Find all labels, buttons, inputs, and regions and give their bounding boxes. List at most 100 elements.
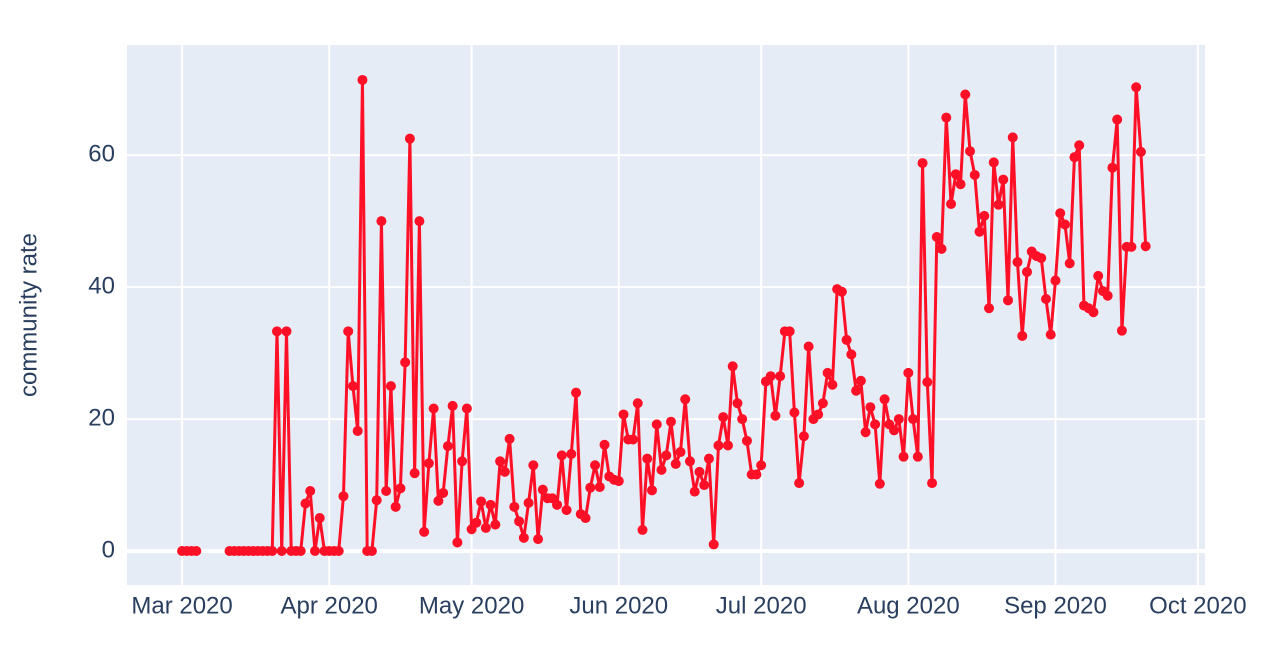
data-point <box>585 482 596 493</box>
data-point <box>447 400 458 411</box>
data-point <box>457 456 468 467</box>
data-point <box>590 460 601 471</box>
data-point <box>756 460 767 471</box>
data-point <box>969 169 980 180</box>
data-point <box>713 440 724 451</box>
data-point <box>423 458 434 469</box>
data-point <box>523 497 534 508</box>
data-point <box>908 414 919 425</box>
data-point <box>1055 208 1066 219</box>
data-point <box>870 419 881 430</box>
x-tick-label: Aug 2020 <box>857 592 960 619</box>
data-point <box>571 387 582 398</box>
data-point <box>680 394 691 405</box>
data-point <box>651 419 662 430</box>
data-point <box>741 435 752 446</box>
data-point <box>333 546 344 557</box>
data-point <box>509 501 520 512</box>
data-point <box>912 451 923 462</box>
data-point <box>267 546 278 557</box>
data-point <box>722 440 733 451</box>
data-point <box>637 524 648 535</box>
data-point <box>775 371 786 382</box>
x-tick-label: Sep 2020 <box>1004 592 1107 619</box>
y-tick-label: 20 <box>88 404 115 431</box>
data-point <box>385 381 396 392</box>
data-point <box>1140 241 1151 252</box>
data-point <box>893 414 904 425</box>
data-point <box>499 466 510 477</box>
data-point <box>490 519 501 530</box>
data-point <box>442 441 453 452</box>
data-point <box>708 539 719 550</box>
data-point <box>528 460 539 471</box>
data-point <box>803 341 814 352</box>
data-point <box>642 453 653 464</box>
data-point <box>1131 82 1142 93</box>
data-point <box>846 349 857 360</box>
data-point <box>438 487 449 498</box>
data-point <box>822 367 833 378</box>
data-point <box>1126 241 1137 252</box>
plot-area <box>127 45 1205 585</box>
data-point <box>813 409 824 420</box>
data-point <box>960 89 971 100</box>
data-point <box>566 449 577 460</box>
data-point <box>1135 146 1146 157</box>
data-point <box>699 480 710 491</box>
data-point <box>537 484 548 495</box>
data-point <box>1064 258 1075 269</box>
data-point <box>376 216 387 227</box>
data-point <box>1069 152 1080 163</box>
data-point <box>1088 307 1099 318</box>
data-point <box>552 499 563 510</box>
data-point <box>789 407 800 418</box>
data-point <box>827 379 838 390</box>
data-point <box>974 226 985 237</box>
data-point <box>390 501 401 512</box>
x-tick-label: Oct 2020 <box>1149 592 1246 619</box>
data-point <box>561 505 572 516</box>
data-point <box>988 157 999 168</box>
data-point <box>727 361 738 372</box>
data-point <box>628 434 639 445</box>
data-point <box>504 433 515 444</box>
x-tick-label: Jun 2020 <box>569 592 668 619</box>
data-point <box>1003 295 1014 306</box>
data-point <box>703 453 714 464</box>
data-point <box>414 216 425 227</box>
data-point <box>618 409 629 420</box>
data-point <box>955 179 966 190</box>
data-point <box>670 458 681 469</box>
data-point <box>381 485 392 496</box>
data-point <box>732 398 743 409</box>
data-point <box>1040 294 1051 305</box>
data-point <box>1116 325 1127 336</box>
data-point <box>371 495 382 506</box>
y-tick-label: 0 <box>102 536 115 563</box>
data-point <box>784 326 795 337</box>
data-point <box>694 466 705 477</box>
data-point <box>461 403 472 414</box>
data-point <box>836 286 847 297</box>
data-point <box>950 169 961 180</box>
data-point <box>276 546 287 557</box>
data-point <box>343 326 354 337</box>
data-point <box>1036 253 1047 264</box>
data-point <box>580 513 591 524</box>
data-point <box>1107 162 1118 173</box>
data-point <box>1012 257 1023 268</box>
data-point <box>798 431 809 442</box>
data-point <box>860 427 871 438</box>
data-point <box>471 517 482 528</box>
data-point <box>927 478 938 489</box>
data-point <box>936 243 947 254</box>
data-point <box>965 146 976 157</box>
data-point <box>931 231 942 242</box>
data-point <box>661 450 672 461</box>
data-point <box>1093 270 1104 281</box>
data-point <box>1021 266 1032 277</box>
data-point <box>794 478 805 489</box>
data-point <box>675 447 686 458</box>
data-point <box>751 469 762 480</box>
